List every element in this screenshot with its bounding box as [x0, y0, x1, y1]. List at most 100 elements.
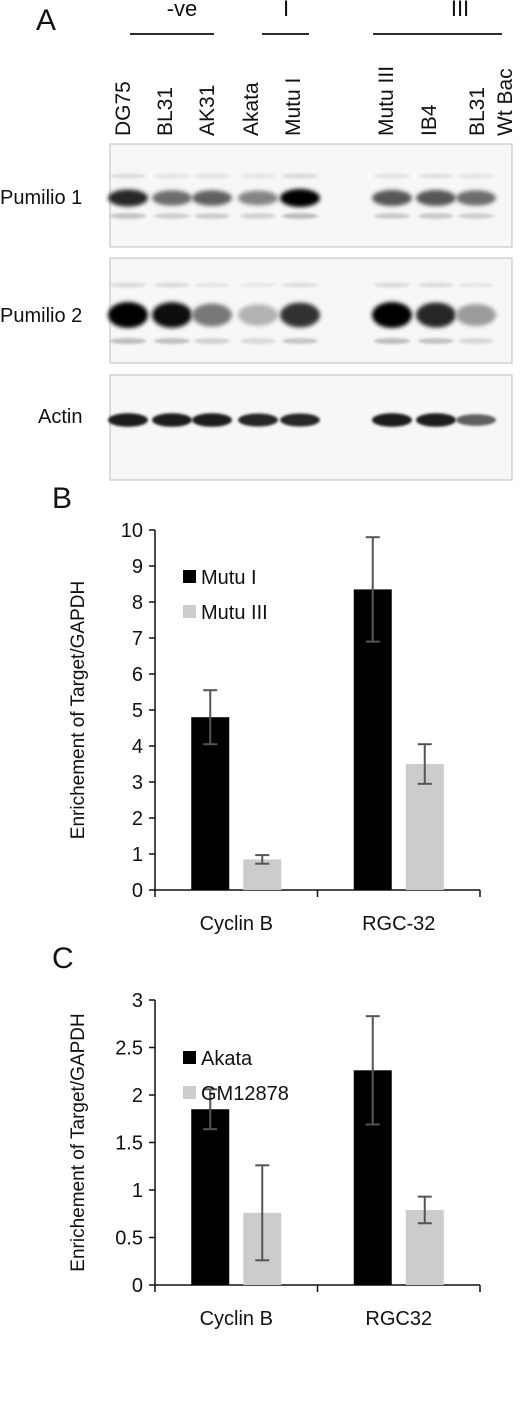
blot-band — [372, 413, 412, 427]
blot-band-faint — [110, 213, 146, 219]
y-tick-label: 1.5 — [115, 1133, 143, 1155]
legend-swatch — [183, 1051, 196, 1064]
blot-band — [192, 303, 232, 327]
blot-band-faint — [154, 173, 190, 179]
blot-band — [238, 190, 278, 206]
blot-band-faint — [374, 282, 410, 288]
blot-band-faint — [194, 173, 230, 179]
blot-band-faint — [282, 173, 318, 179]
bar — [405, 764, 444, 890]
blot-strip: Pumilio 1 — [0, 143, 513, 248]
blot-band-faint — [110, 173, 146, 179]
lane-label: BL31 — [154, 87, 177, 136]
legend-swatch — [183, 1086, 196, 1099]
panel-b-bar-chart: B 0 1 2 3 4 5 6 7 8 9 10 Enrichement of Target/GAPD… — [52, 482, 481, 935]
blot-band — [280, 189, 320, 207]
y-tick-label: 0 — [132, 1275, 143, 1297]
panel-c-label: C — [52, 942, 74, 975]
lane-label: Akata — [240, 82, 263, 136]
lane-label: Wt Bac — [494, 68, 517, 136]
blot-label: Pumilio 2 — [0, 305, 82, 327]
category-label: Cyclin B — [200, 913, 273, 935]
y-tick-label: 5 — [132, 700, 143, 722]
blot-band-faint — [418, 338, 454, 344]
blot-band-faint — [194, 338, 230, 344]
blot-strip: Actin — [38, 374, 513, 481]
blot-band-faint — [374, 213, 410, 219]
blot-band-faint — [458, 213, 494, 219]
legend-label: Akata — [201, 1048, 253, 1070]
lane-label: DG75 — [112, 81, 135, 136]
legend-swatch — [183, 570, 196, 583]
blot-band-faint — [282, 338, 318, 344]
legend-label: GM12878 — [201, 1083, 289, 1105]
blot-band-faint — [374, 173, 410, 179]
blot-band — [192, 190, 232, 206]
blot-band-faint — [110, 282, 146, 288]
panel-a-label: A — [36, 4, 56, 37]
blot-band — [238, 413, 278, 427]
category-label: RGC-32 — [362, 913, 435, 935]
y-tick-label: 0.5 — [115, 1228, 143, 1250]
blot-band-faint — [240, 213, 276, 219]
blot-band-faint — [418, 282, 454, 288]
blot-band-faint — [458, 282, 494, 288]
error-bar — [365, 536, 380, 643]
y-tick-label: 6 — [132, 664, 143, 686]
lane-label: Mutu III — [375, 66, 398, 136]
error-bar — [417, 743, 432, 785]
legend-label: Mutu I — [201, 567, 257, 589]
blot-band — [152, 413, 192, 427]
blot-band — [456, 414, 496, 426]
legend-label: Mutu III — [201, 602, 268, 624]
lane-label: BL31 — [466, 87, 489, 136]
group-label: I — [283, 0, 289, 21]
panel-b-label: B — [52, 482, 72, 515]
blot-band-faint — [418, 173, 454, 179]
error-bar — [365, 1015, 380, 1126]
y-tick-label: 4 — [132, 736, 143, 758]
blot-band-faint — [154, 213, 190, 219]
y-tick-label: 8 — [132, 592, 143, 614]
blot-band-faint — [418, 213, 454, 219]
blot-label: Actin — [38, 406, 82, 428]
y-tick-label: 0 — [132, 880, 143, 902]
blot-band-faint — [374, 338, 410, 344]
blot-band — [108, 302, 148, 328]
blot-band — [372, 190, 412, 206]
blot-band — [152, 190, 192, 206]
error-bar — [203, 689, 218, 746]
category-label: RGC32 — [365, 1308, 432, 1330]
blot-band-faint — [194, 282, 230, 288]
blot-band — [416, 302, 456, 328]
lane-label: IB4 — [418, 104, 441, 136]
blot-band-faint — [282, 282, 318, 288]
blot-band — [238, 304, 278, 326]
blot-band — [108, 413, 148, 427]
lane-labels: DG75 BL31 AK31 Akata Mutu I Mutu III IB4 BL31 Wt… — [112, 66, 517, 136]
blot-band-faint — [240, 338, 276, 344]
blot-band-faint — [154, 282, 190, 288]
blot-band-faint — [194, 213, 230, 219]
y-tick-label: 9 — [132, 556, 143, 578]
y-tick-label: 2.5 — [115, 1038, 143, 1060]
error-bar — [417, 1195, 432, 1225]
blot-band — [192, 413, 232, 427]
y-tick-label: 7 — [132, 628, 143, 650]
y-tick-label: 2 — [132, 808, 143, 830]
bar — [191, 1109, 230, 1285]
blot-band-faint — [110, 338, 146, 344]
panel-c-bar-chart: C 0 0.5 1 1.5 2 2.5 3 Enrichement of Target/GAP… — [52, 942, 481, 1330]
blot-band — [108, 189, 148, 207]
lane-label: AK31 — [196, 85, 219, 136]
group-label: -ve — [167, 0, 198, 21]
panel-a-western-blot: A -ve I III DG75 BL31 AK31 Akata Mutu I Mutu II… — [0, 0, 517, 481]
y-tick-label: 1 — [132, 1180, 143, 1202]
blot-band-faint — [282, 213, 318, 219]
lane-label: Mutu I — [282, 78, 305, 136]
error-bar — [203, 1088, 218, 1131]
y-tick-label: 1 — [132, 844, 143, 866]
y-axis-label: Enrichement of Target/GAPDH — [68, 1013, 89, 1271]
blot-band — [280, 302, 320, 328]
